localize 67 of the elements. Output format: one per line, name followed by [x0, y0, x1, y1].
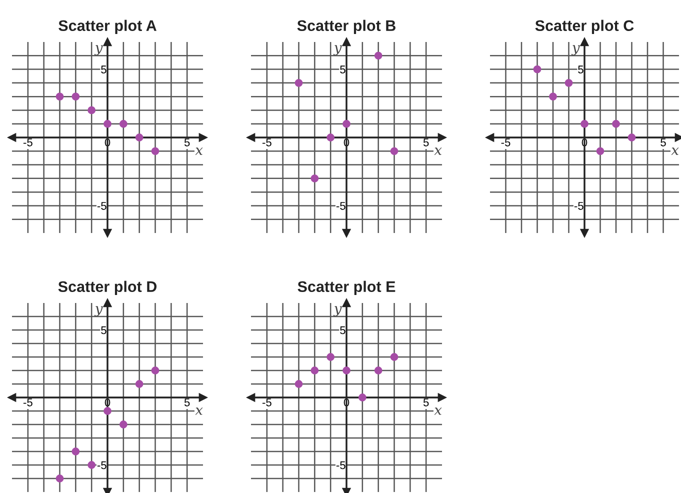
x-tick-label: 5: [660, 138, 666, 146]
x-axis-title: x: [434, 408, 442, 415]
chart-title: Scatter plot C: [535, 20, 634, 34]
x-tick-label: 5: [184, 138, 190, 146]
point: [342, 366, 350, 374]
point: [596, 147, 604, 156]
x-tick-label: -5: [501, 138, 510, 146]
y-tick-label: -5: [97, 461, 106, 470]
point: [294, 380, 303, 388]
point: [135, 380, 144, 388]
point: [628, 134, 636, 142]
point: [390, 147, 398, 156]
y-axis-title: y: [94, 306, 103, 316]
point: [88, 106, 96, 114]
y-tick-label: -5: [97, 202, 106, 210]
y-tick-label: 5: [101, 326, 106, 334]
point: [135, 134, 144, 142]
point: [390, 353, 398, 361]
point: [326, 134, 335, 142]
point: [119, 420, 128, 428]
chart-title: Scatter plot E: [298, 280, 396, 296]
y-tick-label: -5: [336, 461, 346, 470]
point: [374, 366, 382, 374]
x-tick-label: -5: [23, 398, 32, 406]
x-axis-title: x: [671, 148, 679, 155]
point: [72, 448, 80, 456]
x-tick-label: 5: [184, 398, 190, 406]
point: [310, 174, 319, 182]
point: [56, 474, 64, 482]
chart-title: Scatter plot B: [297, 20, 396, 34]
x-axis-title: x: [434, 148, 442, 155]
point: [549, 92, 557, 101]
point: [342, 120, 350, 128]
y-tick-label: 5: [340, 66, 346, 74]
y-axis-title: y: [571, 45, 580, 56]
point: [72, 92, 80, 101]
x-tick-label: -5: [23, 138, 32, 146]
point: [119, 120, 128, 128]
point: [104, 407, 112, 415]
chart-title: Scatter plot D: [58, 280, 157, 296]
point: [533, 65, 542, 74]
x-axis-title: x: [195, 148, 203, 155]
y-axis-title: y: [333, 45, 342, 56]
point: [151, 366, 160, 374]
point: [151, 147, 160, 156]
point: [104, 120, 112, 128]
y-axis-title: y: [333, 306, 342, 316]
x-tick-label: 5: [423, 138, 429, 146]
y-axis-title: y: [94, 45, 103, 56]
point: [358, 394, 366, 402]
point: [612, 120, 620, 128]
point: [580, 120, 588, 128]
y-tick-label: -5: [336, 202, 346, 210]
point: [564, 78, 573, 87]
point: [326, 353, 335, 361]
y-tick-label: 5: [340, 326, 346, 334]
point: [294, 78, 303, 87]
x-axis-title: x: [195, 408, 203, 415]
point: [374, 52, 382, 60]
x-tick-label: 5: [423, 398, 429, 406]
chart-title: Scatter plot A: [58, 20, 156, 34]
point: [310, 366, 319, 374]
x-tick-label: -5: [262, 138, 272, 146]
x-tick-label: -5: [262, 398, 272, 406]
point: [88, 461, 96, 469]
point: [56, 92, 64, 101]
y-tick-label: 5: [101, 66, 106, 74]
